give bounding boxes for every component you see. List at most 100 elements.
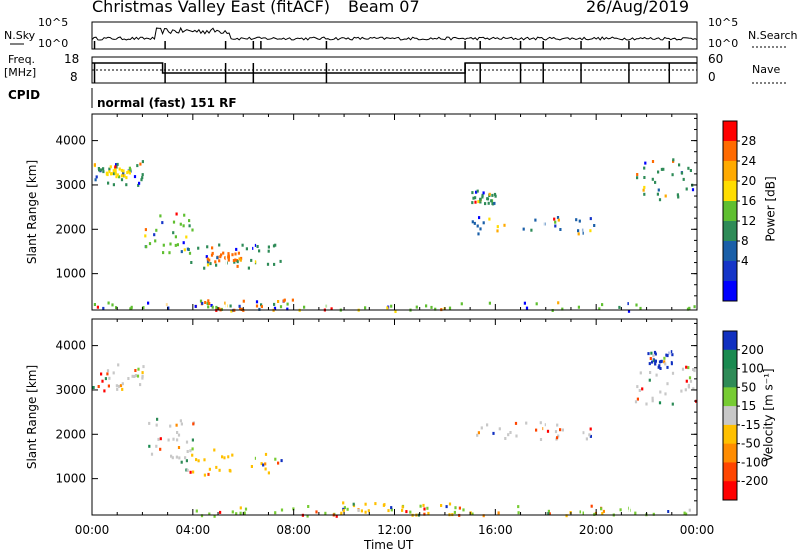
velocity-cell-5-8	[514, 421, 518, 425]
power-cell-3-26	[236, 260, 239, 264]
power-cell-9-18	[656, 192, 659, 196]
velocity-cell-4-21	[422, 503, 425, 507]
power-cell-0-23	[100, 168, 103, 172]
velocity-cell-5-27	[509, 431, 512, 434]
power-cell-9-19	[651, 160, 655, 163]
power-cell-5-26	[557, 301, 560, 305]
velocity-gap-5	[520, 319, 523, 515]
velocity-cell-3-60	[208, 512, 211, 516]
velocity-cell-3-18	[652, 512, 655, 516]
velocity-cell-3-17	[482, 514, 485, 518]
velocity-cell-7-13	[652, 354, 655, 358]
power-cell-5-36	[229, 304, 232, 308]
power-cell-4-16	[172, 220, 176, 224]
power-panel-bg	[92, 114, 697, 310]
power-cell-5-14	[220, 307, 223, 311]
velocity-cell-7-10	[654, 362, 657, 366]
velocity-cell-2-28	[150, 452, 154, 456]
velocity-cell-2-0	[171, 456, 174, 460]
velocity-cell-3-50	[593, 512, 596, 516]
freq-label: Freq.	[8, 53, 36, 66]
x-tick-label-2: 08:00	[276, 523, 311, 537]
velocity-cell-6-27	[671, 402, 674, 406]
power-cell-2-2	[215, 263, 218, 267]
power-cb-label-1: 24	[741, 154, 756, 168]
velocity-cell-2-8	[191, 438, 194, 442]
power-cell-1-28	[112, 169, 115, 173]
power-colorbar-seg-7	[723, 261, 737, 282]
velocity-cell-1-10	[260, 462, 263, 466]
power-cell-6-16	[238, 304, 241, 308]
velocity-cell-4-26	[423, 512, 426, 516]
x-tick-label-0: 00:00	[75, 523, 110, 537]
power-cell-8-14	[476, 189, 479, 193]
power-colorbar-seg-0	[723, 121, 737, 142]
velocity-ytick-label-3: 1000	[55, 472, 86, 486]
velocity-cell-3-32	[547, 512, 550, 516]
velocity-cell-0-16	[139, 383, 142, 387]
velocity-cell-5-12	[559, 428, 562, 432]
power-cell-5-44	[535, 302, 538, 306]
power-cell-0-7	[95, 175, 98, 179]
power-cell-1-9	[122, 171, 125, 175]
power-cell-5-64	[523, 301, 526, 305]
power-colorbar-frame	[722, 120, 738, 302]
power-cell-3-19	[218, 259, 221, 263]
power-cell-5-37	[448, 306, 452, 310]
velocity-cell-5-15	[556, 436, 559, 440]
power-cell-5-52	[488, 301, 491, 305]
velocity-cell-3-49	[619, 508, 622, 512]
velocity-cell-4-25	[364, 510, 367, 514]
power-cell-2-5	[245, 247, 248, 251]
power-cell-1-14	[116, 173, 119, 177]
velocity-cell-6-29	[692, 368, 695, 371]
power-cell-3-9	[219, 255, 222, 259]
power-cell-5-53	[627, 302, 630, 306]
power-cell-3-15	[208, 258, 211, 262]
velocity-cb-label-3: 15	[741, 399, 756, 413]
power-cell-0-6	[138, 181, 141, 185]
power-cell-4-23	[182, 224, 185, 228]
power-cell-9-0	[678, 163, 681, 167]
velocity-cell-6-31	[649, 371, 652, 374]
power-cell-9-25	[671, 173, 674, 177]
power-cell-2-21	[258, 249, 261, 253]
velocity-cb-label-6: -100	[741, 455, 768, 469]
velocity-cell-4-9	[352, 502, 355, 506]
power-cell-4-12	[144, 234, 147, 238]
velocity-cell-5-1	[585, 437, 588, 441]
power-cell-7-21	[488, 217, 491, 221]
velocity-cell-6-1	[658, 401, 662, 405]
velocity-cell-4-18	[387, 509, 390, 513]
velocity-cell-2-23	[148, 444, 151, 448]
velocity-cell-3-37	[244, 507, 248, 511]
power-cell-0-19	[136, 164, 139, 168]
velocity-cell-3-41	[213, 514, 216, 518]
power-cell-6-28	[208, 302, 211, 305]
velocity-cell-6-26	[651, 399, 654, 403]
power-cell-4-14	[153, 233, 156, 237]
velocity-cell-0-11	[100, 372, 103, 376]
power-cell-8-16	[490, 199, 493, 203]
velocity-gap-0	[165, 319, 167, 515]
power-cell-5-32	[147, 301, 150, 305]
power-cell-1-8	[118, 175, 121, 179]
power-cell-9-17	[644, 161, 647, 165]
velocity-cell-6-21	[666, 382, 669, 386]
velocity-cell-0-3	[118, 384, 121, 388]
velocity-cell-0-8	[97, 385, 100, 388]
velocity-cell-7-9	[650, 351, 653, 355]
power-cell-0-8	[112, 172, 116, 176]
velocity-cell-2-3	[157, 437, 160, 441]
velocity-cell-3-51	[497, 511, 500, 515]
x-tick-label-1: 04:00	[176, 523, 211, 537]
power-cell-5-50	[394, 310, 397, 313]
velocity-cell-3-6	[462, 508, 465, 512]
velocity-gap-8	[628, 319, 631, 515]
power-cell-8-26	[492, 202, 495, 206]
velocity-cell-5-9	[589, 434, 592, 438]
power-cell-3-17	[211, 251, 214, 255]
power-cell-3-3	[222, 251, 225, 255]
power-cell-1-11	[110, 172, 113, 176]
velocity-cell-3-5	[419, 504, 422, 508]
